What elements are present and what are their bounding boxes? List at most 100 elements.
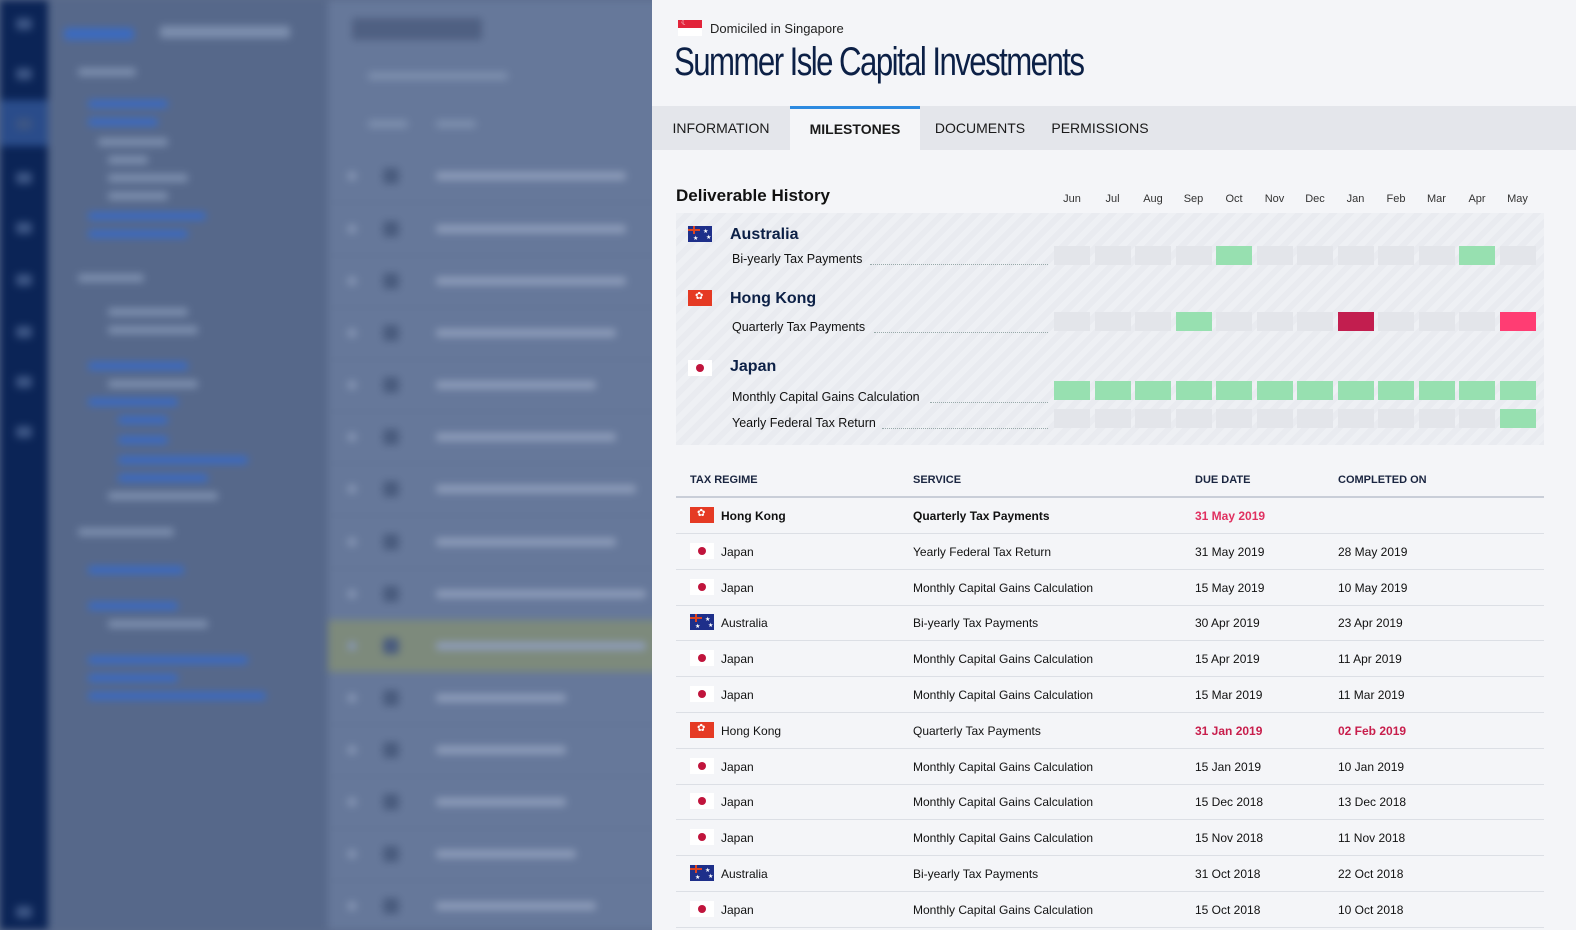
header-completed-on[interactable]: COMPLETED ON: [1338, 474, 1427, 486]
milestone-cell[interactable]: [1378, 409, 1414, 428]
milestone-cell[interactable]: [1378, 381, 1414, 400]
milestone-cell[interactable]: [1256, 381, 1293, 400]
service-cell: Monthly Capital Gains Calculation: [913, 759, 1094, 774]
background-nav: [48, 0, 328, 930]
tab-documents[interactable]: DOCUMENTS: [934, 120, 1026, 136]
milestone-cell[interactable]: [1459, 409, 1495, 428]
milestone-cell[interactable]: [1216, 312, 1252, 331]
table-row[interactable]: Japan Monthly Capital Gains Calculation 15…: [676, 677, 1544, 713]
japan-flag-icon: [690, 542, 714, 559]
month-label: Nov: [1264, 193, 1285, 205]
table-row[interactable]: ★ ★ ★ Australia Bi-yearly Tax Payments 30 Apr…: [676, 605, 1544, 642]
due-date-cell: 31 Oct 2018: [1195, 867, 1261, 881]
milestone-cell[interactable]: [1256, 246, 1293, 265]
milestone-cell[interactable]: [1459, 312, 1495, 331]
tax-regime-cell: Japan: [721, 759, 754, 774]
milestone-cell[interactable]: [1054, 381, 1090, 400]
milestone-cell[interactable]: [1459, 246, 1495, 265]
service-label: Monthly Capital Gains Calculation: [732, 390, 920, 404]
milestone-cell[interactable]: [1337, 409, 1374, 428]
header-tax-regime[interactable]: TAX REGIME: [690, 474, 758, 486]
table-row[interactable]: Japan Monthly Capital Gains Calculation 15…: [676, 641, 1544, 678]
milestone-cell[interactable]: [1094, 381, 1131, 400]
rail-icon: [16, 274, 32, 286]
service-cell: Quarterly Tax Payments: [913, 723, 1041, 738]
table-row[interactable]: Hong Kong Quarterly Tax Payments 31 May 20…: [676, 498, 1544, 534]
rail-icon: [16, 426, 32, 438]
milestone-cell[interactable]: [1175, 312, 1212, 331]
service-cell: Monthly Capital Gains Calculation: [913, 652, 1094, 667]
milestone-cell[interactable]: [1418, 381, 1455, 400]
hong-kong-flag-icon: [690, 507, 714, 523]
table-row[interactable]: Hong Kong Quarterly Tax Payments 31 Jan 20…: [676, 713, 1544, 749]
completed-on-cell: 13 Dec 2018: [1338, 795, 1407, 810]
table-row[interactable]: Japan Monthly Capital Gains Calculation 15…: [676, 570, 1544, 606]
rail-icon: [16, 68, 32, 80]
tab-information[interactable]: INFORMATION: [672, 120, 770, 136]
completed-on-cell: 02 Feb 2019: [1338, 723, 1407, 738]
milestone-cell[interactable]: [1297, 312, 1333, 331]
month-label: Jul: [1105, 193, 1120, 205]
table-row[interactable]: Japan Yearly Federal Tax Return 31 May 201…: [676, 534, 1544, 570]
milestone-cell[interactable]: [1216, 381, 1252, 400]
milestone-cell[interactable]: [1175, 246, 1212, 265]
month-label: May: [1507, 193, 1528, 205]
milestone-cell[interactable]: [1418, 409, 1455, 428]
milestone-cell[interactable]: [1094, 312, 1131, 331]
milestone-cell[interactable]: [1216, 246, 1252, 265]
milestone-cell[interactable]: [1297, 381, 1333, 400]
table-header: TAX REGIME SERVICE DUE DATE COMPLETED ON: [676, 466, 1544, 498]
milestone-cell[interactable]: [1459, 381, 1495, 400]
header-due-date[interactable]: DUE DATE: [1195, 474, 1251, 486]
milestone-cell[interactable]: [1216, 409, 1252, 428]
milestone-cell[interactable]: [1297, 409, 1333, 428]
completed-on-cell: 10 Oct 2018: [1338, 902, 1404, 917]
table-row[interactable]: Japan Monthly Capital Gains Calculation 15…: [676, 749, 1544, 785]
due-date-cell: 15 Apr 2019: [1195, 652, 1260, 667]
table-row[interactable]: Japan Monthly Capital Gains Calculation 15…: [676, 784, 1544, 821]
milestone-cell[interactable]: [1337, 381, 1374, 400]
month-label: Mar: [1427, 193, 1446, 205]
header-service[interactable]: SERVICE: [913, 474, 962, 486]
service-label: Quarterly Tax Payments: [732, 320, 866, 334]
milestone-cell[interactable]: [1175, 381, 1212, 400]
milestone-cell[interactable]: [1499, 246, 1536, 265]
milestone-cell[interactable]: [1418, 246, 1455, 265]
service-cell: Monthly Capital Gains Calculation: [913, 688, 1094, 702]
milestone-cell[interactable]: [1135, 246, 1171, 265]
milestone-cell[interactable]: [1135, 312, 1171, 331]
due-date-cell: 30 Apr 2019: [1195, 616, 1260, 631]
milestone-cell[interactable]: [1297, 246, 1333, 265]
service-cell: Bi-yearly Tax Payments: [913, 867, 1039, 881]
milestone-cell[interactable]: [1175, 409, 1212, 428]
completed-on-cell: 22 Oct 2018: [1338, 867, 1404, 881]
milestone-cell[interactable]: [1135, 381, 1171, 400]
milestone-cell[interactable]: [1094, 246, 1131, 265]
tab-permissions[interactable]: PERMISSIONS: [1051, 120, 1149, 136]
milestone-cell[interactable]: [1054, 409, 1090, 428]
tax-regime-cell: Hong Kong: [721, 509, 786, 523]
milestone-cell[interactable]: [1054, 312, 1090, 331]
milestone-cell[interactable]: [1135, 409, 1171, 428]
milestone-cell[interactable]: [1337, 312, 1374, 331]
milestone-cell[interactable]: [1378, 312, 1414, 331]
completed-on-cell: 11 Mar 2019: [1338, 688, 1405, 702]
milestone-cell[interactable]: [1378, 246, 1414, 265]
milestone-cell[interactable]: [1256, 312, 1293, 331]
milestone-cell[interactable]: [1499, 409, 1536, 428]
milestone-cell[interactable]: [1499, 381, 1536, 400]
background-app: [0, 0, 660, 930]
milestone-cell[interactable]: [1256, 409, 1293, 428]
client-title: Summer Isle Capital Investments: [674, 40, 1085, 84]
milestone-cell[interactable]: [1094, 409, 1131, 428]
table-row[interactable]: Japan Monthly Capital Gains Calculation 15…: [676, 892, 1544, 928]
completed-on-cell: 10 May 2019: [1338, 580, 1408, 595]
milestone-cell[interactable]: [1418, 312, 1455, 331]
table-row[interactable]: ★ ★ ★ Australia Bi-yearly Tax Payments 31 Oct…: [676, 856, 1544, 892]
milestone-cell[interactable]: [1337, 246, 1374, 265]
milestone-cell[interactable]: [1054, 246, 1090, 265]
tab-milestones[interactable]: MILESTONES: [790, 106, 920, 150]
milestone-cell[interactable]: [1499, 312, 1536, 331]
tax-regime-cell: Japan: [721, 902, 754, 917]
table-row[interactable]: Japan Monthly Capital Gains Calculation 15…: [676, 820, 1544, 857]
